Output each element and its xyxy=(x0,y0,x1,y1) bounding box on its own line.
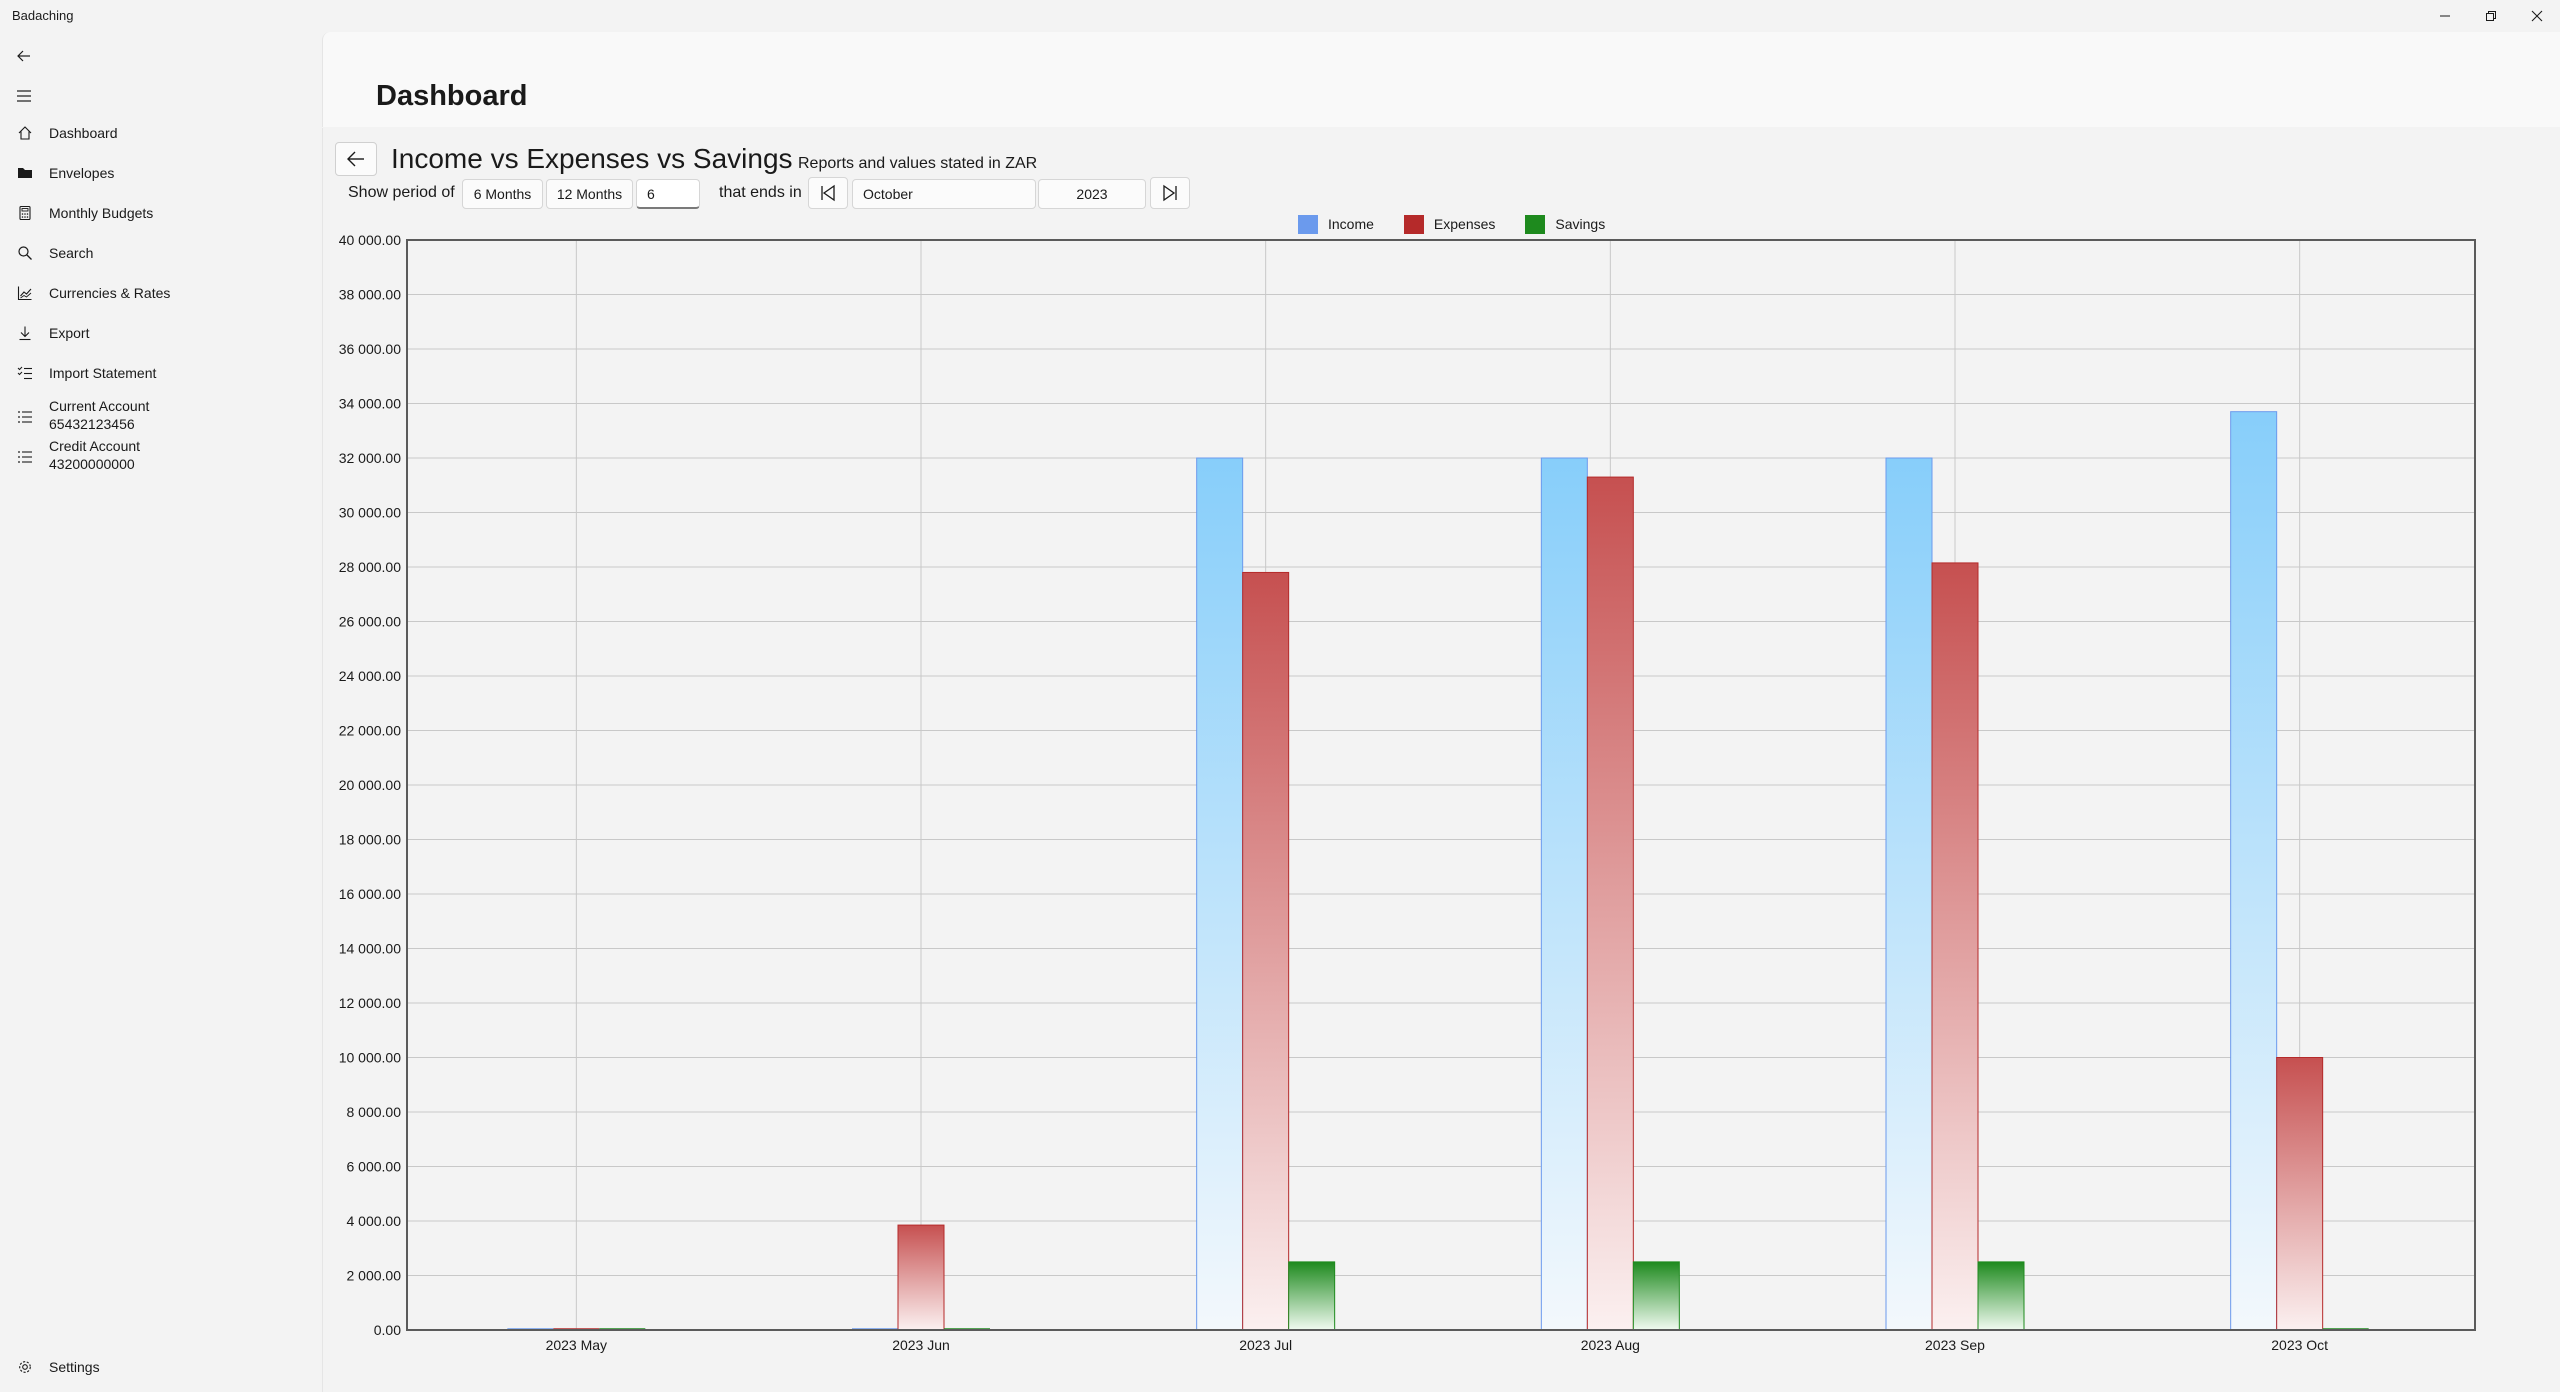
chart-legend: Income Expenses Savings xyxy=(1298,214,1635,234)
content-area xyxy=(322,128,2560,1392)
sidebar: Dashboard Envelopes Monthly Budgets Sear… xyxy=(0,32,320,1392)
minimize-button[interactable] xyxy=(2422,0,2468,32)
folder-icon xyxy=(16,164,34,182)
nav-label: Settings xyxy=(49,1359,100,1375)
report-subtitle: Reports and values stated in ZAR xyxy=(798,155,1038,172)
page-title: Dashboard xyxy=(376,80,528,112)
home-icon xyxy=(16,124,34,142)
nav-item-current-account[interactable]: Current Account 65432123456 xyxy=(0,398,320,438)
list-icon xyxy=(16,408,34,426)
period-input[interactable]: 6 xyxy=(636,179,700,209)
nav-label: Envelopes xyxy=(49,165,115,181)
skip-first-icon xyxy=(821,184,835,202)
sidebar-back-button[interactable] xyxy=(12,44,36,68)
skip-last-icon xyxy=(1163,184,1177,202)
gear-icon xyxy=(16,1358,34,1376)
legend-label: Expenses xyxy=(1433,216,1496,232)
close-button[interactable] xyxy=(2514,0,2560,32)
nav-item-import-statement[interactable]: Import Statement xyxy=(0,364,320,392)
nav-label: Monthly Budgets xyxy=(49,205,154,221)
header-pane xyxy=(322,32,2560,127)
nav-label: Export xyxy=(49,325,90,341)
first-period-button[interactable] xyxy=(808,177,848,209)
nav-label: Import Statement xyxy=(49,365,157,381)
legend-swatch-income xyxy=(1298,214,1318,234)
restore-button[interactable] xyxy=(2468,0,2514,32)
nav-sublabel: 43200000000 xyxy=(49,456,135,472)
checklist-icon xyxy=(16,364,34,382)
nav-label: Search xyxy=(49,245,94,261)
title-bar: Badaching xyxy=(0,0,2560,32)
six-months-button[interactable]: 6 Months xyxy=(462,179,543,209)
nav-item-export[interactable]: Export xyxy=(0,324,320,352)
app-title: Badaching xyxy=(12,8,74,23)
nav-label: Current Account xyxy=(49,398,150,414)
legend-item-expenses[interactable]: Expenses xyxy=(1403,214,1496,234)
restore-icon xyxy=(2486,11,2496,21)
legend-swatch-expenses xyxy=(1403,214,1424,234)
nav-item-settings[interactable]: Settings xyxy=(0,1358,320,1386)
minimize-icon xyxy=(2440,15,2450,17)
legend-label: Income xyxy=(1328,216,1374,232)
month-select[interactable]: October xyxy=(852,179,1036,209)
list-icon xyxy=(16,448,34,466)
ends-in-label: that ends in xyxy=(719,184,802,201)
last-period-button[interactable] xyxy=(1150,177,1190,209)
nav-item-currencies-rates[interactable]: Currencies & Rates xyxy=(0,284,320,312)
nav-label: Dashboard xyxy=(49,125,118,141)
legend-item-income[interactable]: Income xyxy=(1298,214,1374,234)
nav-item-search[interactable]: Search xyxy=(0,244,320,272)
nav-label: Currencies & Rates xyxy=(49,285,171,301)
download-icon xyxy=(16,324,34,342)
nav-label: Credit Account xyxy=(49,438,141,454)
calculator-icon xyxy=(16,204,34,222)
hamburger-menu-icon xyxy=(17,90,31,102)
back-arrow-icon xyxy=(347,151,364,167)
nav-item-dashboard[interactable]: Dashboard xyxy=(0,124,320,152)
show-period-label: Show period of xyxy=(348,184,455,201)
nav-item-credit-account[interactable]: Credit Account 43200000000 xyxy=(0,438,320,478)
legend-label: Savings xyxy=(1555,216,1606,232)
close-icon xyxy=(2531,10,2543,22)
search-icon xyxy=(16,244,34,262)
nav-sublabel: 65432123456 xyxy=(49,416,135,432)
nav-item-monthly-budgets[interactable]: Monthly Budgets xyxy=(0,204,320,232)
legend-item-savings[interactable]: Savings xyxy=(1525,214,1606,234)
report-back-button[interactable] xyxy=(335,142,377,176)
twelve-months-button[interactable]: 12 Months xyxy=(546,179,633,209)
chart-icon xyxy=(16,284,34,302)
hamburger-menu-button[interactable] xyxy=(12,84,36,108)
report-title: Income vs Expenses vs Savings xyxy=(391,143,793,174)
legend-swatch-savings xyxy=(1525,214,1546,234)
nav-item-envelopes[interactable]: Envelopes xyxy=(0,164,320,192)
back-arrow-icon xyxy=(17,50,30,62)
year-select[interactable]: 2023 xyxy=(1038,179,1146,209)
